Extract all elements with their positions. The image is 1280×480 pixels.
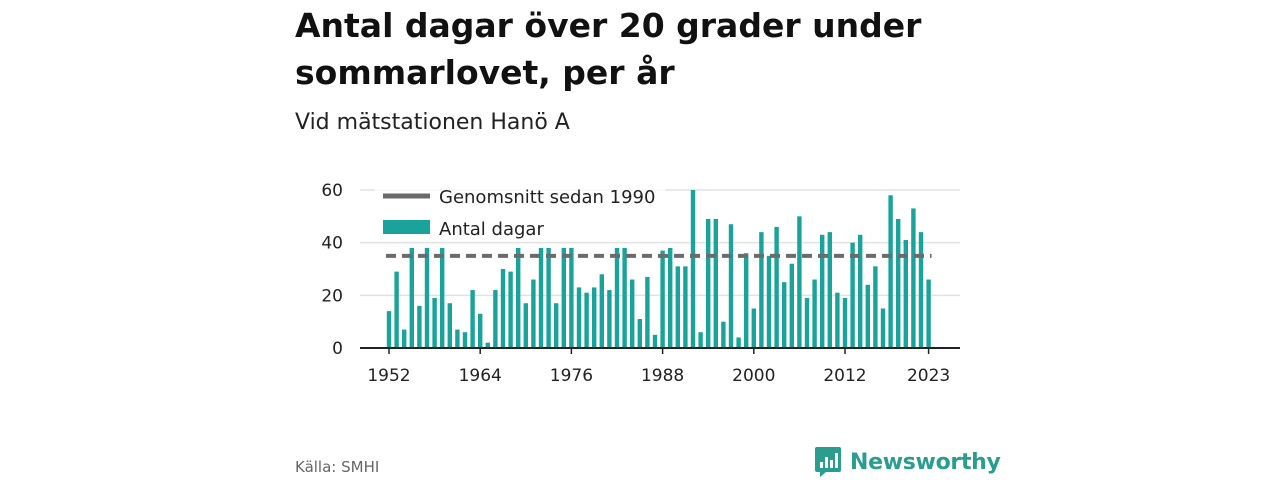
bar xyxy=(903,240,908,348)
bar xyxy=(394,271,399,348)
bar xyxy=(576,287,582,348)
bar xyxy=(858,234,863,348)
bar xyxy=(660,250,665,348)
bar xyxy=(409,247,414,348)
bar xyxy=(630,279,635,348)
bar xyxy=(812,279,817,348)
bar xyxy=(668,247,673,348)
bar xyxy=(926,279,931,348)
bar xyxy=(842,297,848,348)
brand-name: Newsworthy xyxy=(850,449,1001,475)
bar xyxy=(896,218,901,348)
bar xyxy=(744,253,749,348)
y-tick-label: 20 xyxy=(321,286,343,306)
bar xyxy=(675,266,680,348)
bar xyxy=(455,329,460,348)
bar xyxy=(531,279,536,348)
bar xyxy=(918,232,924,348)
bar xyxy=(599,274,604,348)
legend-bar-swatch xyxy=(383,220,430,234)
bar xyxy=(797,216,802,348)
bar xyxy=(424,247,430,348)
bar xyxy=(607,290,612,348)
bar xyxy=(652,334,658,348)
bar xyxy=(880,308,886,348)
bar xyxy=(538,247,544,348)
chart-title: Antal dagar över 20 grader under sommarl… xyxy=(295,6,922,92)
bar xyxy=(683,266,688,348)
bar xyxy=(736,337,741,348)
x-tick-label: 1952 xyxy=(367,366,410,386)
bar xyxy=(402,329,407,348)
y-tick-label: 40 xyxy=(321,234,343,254)
bar xyxy=(622,247,627,348)
bar xyxy=(637,319,642,348)
bar xyxy=(766,255,772,348)
bar xyxy=(820,234,825,348)
x-tick-label: 2012 xyxy=(823,366,866,386)
bar xyxy=(546,247,551,348)
y-tick-label: 60 xyxy=(321,181,343,201)
bar xyxy=(751,308,756,348)
bar xyxy=(850,242,855,348)
bar xyxy=(462,332,468,348)
legend-label-bars: Antal dagar xyxy=(439,219,544,240)
bar xyxy=(447,303,452,348)
bar xyxy=(827,232,832,348)
chart-subtitle: Vid mätstationen Hanö A xyxy=(295,110,570,135)
bar xyxy=(569,247,574,348)
bar xyxy=(789,263,794,348)
brand-logo[interactable]: Newsworthy xyxy=(814,446,1001,478)
x-tick-label: 1976 xyxy=(550,366,593,386)
bar xyxy=(873,266,878,348)
bar xyxy=(728,224,734,348)
x-tick-label: 1964 xyxy=(459,366,502,386)
bar xyxy=(386,311,392,348)
bar xyxy=(478,313,483,348)
bars xyxy=(386,190,931,348)
x-tick-label: 2023 xyxy=(907,366,950,386)
bar xyxy=(804,297,810,348)
bar xyxy=(721,321,726,348)
x-tick-label: 1988 xyxy=(641,366,684,386)
bar xyxy=(523,303,528,348)
bar xyxy=(432,297,437,348)
y-tick-label: 0 xyxy=(332,339,343,359)
newsworthy-logo-icon xyxy=(815,447,841,477)
bar xyxy=(493,290,498,348)
bar xyxy=(706,218,711,348)
bar xyxy=(888,195,893,348)
legend: Genomsnitt sedan 1990 Antal dagar xyxy=(375,183,665,241)
bar xyxy=(782,282,787,348)
bar xyxy=(500,269,506,348)
bar xyxy=(508,271,513,348)
bar xyxy=(554,303,559,348)
bar xyxy=(865,284,870,348)
bar xyxy=(774,226,779,348)
legend-label-average: Genomsnitt sedan 1990 xyxy=(439,187,655,208)
bar xyxy=(911,208,916,348)
x-axis-labels: 1952 1964 1976 1988 2000 2012 2023 xyxy=(367,366,950,386)
bar xyxy=(592,287,597,348)
bar xyxy=(713,218,718,348)
bar xyxy=(470,290,475,348)
bar xyxy=(759,232,764,348)
bar xyxy=(516,247,521,348)
bar xyxy=(417,305,422,348)
bar xyxy=(698,332,703,348)
bar xyxy=(645,276,650,348)
bar xyxy=(485,342,490,348)
x-axis xyxy=(360,347,960,354)
bar xyxy=(561,247,566,348)
y-axis-labels: 0 20 40 60 xyxy=(321,181,343,359)
source-note: Källa: SMHI xyxy=(295,458,380,476)
bar xyxy=(835,292,840,348)
bar xyxy=(584,292,589,348)
bar xyxy=(440,247,445,348)
bar xyxy=(690,190,696,348)
bar xyxy=(614,247,620,348)
x-tick-label: 2000 xyxy=(732,366,775,386)
